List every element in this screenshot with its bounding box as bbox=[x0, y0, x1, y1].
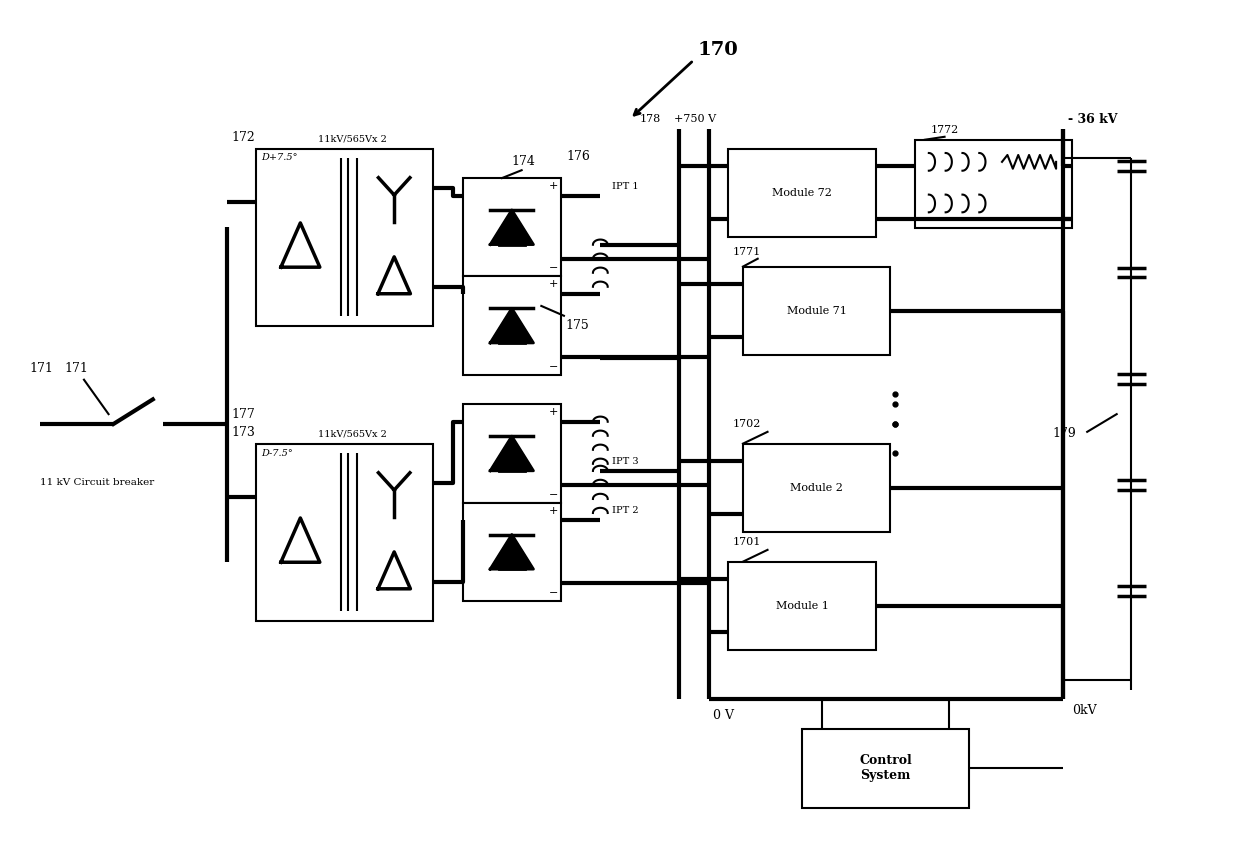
Text: 177: 177 bbox=[232, 408, 255, 420]
Text: IPT 3: IPT 3 bbox=[613, 457, 639, 466]
Text: 1771: 1771 bbox=[733, 246, 761, 257]
Text: −: − bbox=[548, 490, 558, 500]
Polygon shape bbox=[490, 210, 533, 245]
Text: 1772: 1772 bbox=[931, 125, 959, 135]
Text: 178: 178 bbox=[640, 114, 661, 124]
Bar bbox=[463, 503, 560, 601]
Text: 173: 173 bbox=[232, 425, 255, 439]
Bar bbox=[463, 277, 560, 375]
Text: 171: 171 bbox=[30, 362, 53, 375]
Bar bbox=[463, 178, 560, 277]
Polygon shape bbox=[490, 308, 533, 343]
Text: 176: 176 bbox=[567, 150, 590, 164]
Text: 0kV: 0kV bbox=[1073, 704, 1097, 717]
Text: +: + bbox=[548, 279, 558, 289]
Text: +: + bbox=[548, 506, 558, 516]
Text: Module 72: Module 72 bbox=[773, 188, 832, 197]
Text: Module 1: Module 1 bbox=[775, 601, 828, 611]
Bar bbox=[728, 561, 875, 650]
Text: 172: 172 bbox=[232, 131, 255, 143]
Text: 179: 179 bbox=[1053, 427, 1076, 441]
Text: Module 2: Module 2 bbox=[790, 483, 843, 493]
Text: 170: 170 bbox=[698, 41, 739, 59]
Text: Module 71: Module 71 bbox=[786, 306, 847, 316]
Bar bbox=[728, 149, 875, 237]
Text: IPT 1: IPT 1 bbox=[613, 181, 639, 191]
Text: 11 kV Circuit breaker: 11 kV Circuit breaker bbox=[40, 478, 154, 487]
Text: Control
System: Control System bbox=[859, 755, 911, 782]
Text: D+7.5°: D+7.5° bbox=[260, 154, 298, 163]
Bar bbox=[743, 444, 890, 533]
Bar bbox=[743, 267, 890, 355]
Text: - 36 kV: - 36 kV bbox=[1068, 113, 1117, 126]
Text: +: + bbox=[548, 408, 558, 417]
Bar bbox=[257, 444, 433, 620]
Text: 1702: 1702 bbox=[733, 419, 761, 429]
Text: D-7.5°: D-7.5° bbox=[260, 448, 293, 457]
Text: 1701: 1701 bbox=[733, 537, 761, 547]
Text: +750 V: +750 V bbox=[675, 114, 717, 124]
Text: 0 V: 0 V bbox=[713, 709, 734, 722]
Text: 174: 174 bbox=[512, 155, 536, 168]
Text: IPT 2: IPT 2 bbox=[613, 506, 639, 516]
Text: +: + bbox=[548, 181, 558, 191]
Bar bbox=[802, 729, 970, 808]
Bar bbox=[915, 140, 1073, 228]
Text: 171: 171 bbox=[64, 362, 88, 375]
Polygon shape bbox=[490, 534, 533, 569]
Text: −: − bbox=[548, 362, 558, 372]
Text: 11kV/565Vx 2: 11kV/565Vx 2 bbox=[317, 135, 387, 143]
Text: −: − bbox=[548, 588, 558, 598]
Polygon shape bbox=[490, 436, 533, 471]
Text: 175: 175 bbox=[565, 319, 590, 332]
Bar bbox=[257, 149, 433, 326]
Text: 11kV/565Vx 2: 11kV/565Vx 2 bbox=[317, 430, 387, 439]
Bar bbox=[463, 404, 560, 503]
Text: −: − bbox=[548, 263, 558, 273]
